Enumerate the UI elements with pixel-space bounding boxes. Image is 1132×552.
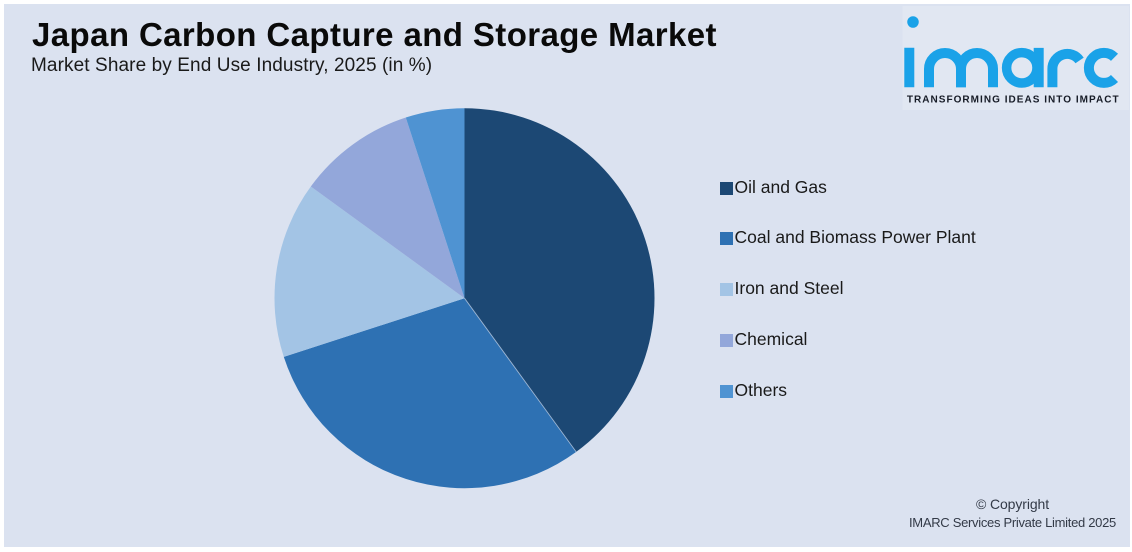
svg-text:TRANSFORMING IDEAS INTO IMPACT: TRANSFORMING IDEAS INTO IMPACT bbox=[907, 94, 1120, 105]
